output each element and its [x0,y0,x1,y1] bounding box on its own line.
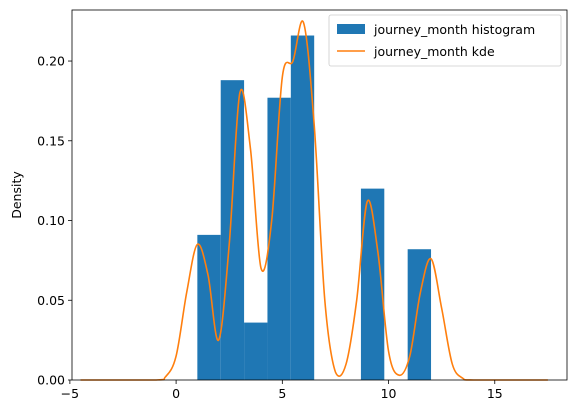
histogram-bar [220,80,245,380]
histogram-bar [407,249,432,380]
legend-swatch-histogram [337,24,365,34]
x-tick-label: 5 [278,386,286,401]
y-tick-label: 0.05 [37,293,65,308]
legend-label-kde: journey_month kde [373,44,495,59]
histogram-bar [360,188,385,380]
histogram-bar [244,322,268,380]
x-tick-label: 10 [381,386,397,401]
histogram-bars [197,35,432,380]
y-axis-ticks: 0.00 0.05 0.10 0.15 0.20 [37,54,72,388]
y-axis-label: Density [9,171,24,219]
histogram-bar [197,234,221,380]
y-tick-label: 0.20 [37,54,65,69]
x-tick-label: 15 [487,386,503,401]
histogram-bar [290,35,315,380]
y-tick-label: 0.10 [37,213,65,228]
plot-frame [71,9,568,381]
x-axis-ticks: −5 0 5 10 15 [61,380,503,401]
legend-label-histogram: journey_month histogram [373,22,535,37]
histogram-bar [267,97,291,380]
legend: journey_month histogram journey_month kd… [328,14,562,67]
x-tick-label: 0 [172,386,180,401]
y-tick-label: 0.15 [37,133,65,148]
kde-line [80,20,548,381]
legend-box [328,14,562,67]
x-tick-label: −5 [61,386,79,401]
y-tick-label: 0.00 [37,373,65,388]
